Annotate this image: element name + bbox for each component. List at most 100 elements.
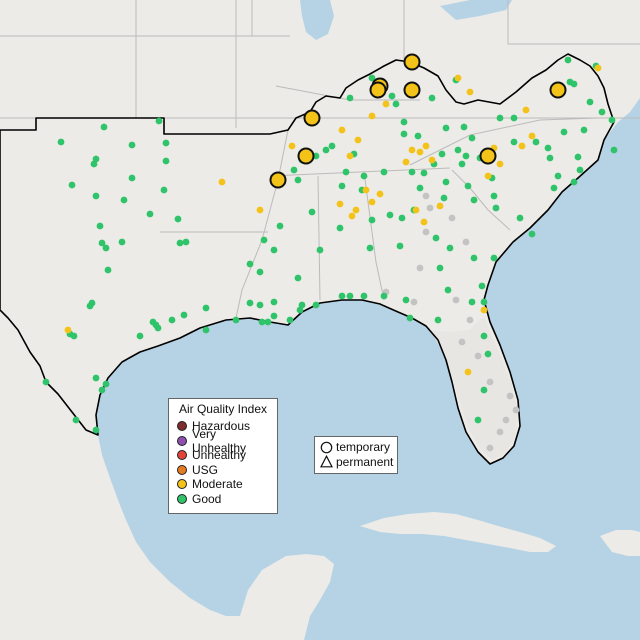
monitor-moderate[interactable] (338, 126, 346, 134)
monitor-good[interactable] (368, 74, 376, 82)
monitor-good[interactable] (468, 134, 476, 142)
temporary-monitor-moderate[interactable] (369, 81, 387, 99)
monitor-moderate[interactable] (376, 190, 384, 198)
monitor-good[interactable] (92, 426, 100, 434)
monitor-no-data[interactable] (452, 296, 460, 304)
monitor-good[interactable] (312, 301, 320, 309)
monitor-good[interactable] (468, 298, 476, 306)
monitor-moderate[interactable] (362, 186, 370, 194)
monitor-good[interactable] (104, 266, 112, 274)
temporary-monitor-moderate[interactable] (297, 147, 315, 165)
monitor-good[interactable] (490, 254, 498, 262)
monitor-good[interactable] (608, 116, 616, 124)
temporary-monitor-moderate[interactable] (269, 171, 287, 189)
monitor-good[interactable] (380, 168, 388, 176)
monitor-no-data[interactable] (474, 352, 482, 360)
monitor-good[interactable] (388, 92, 396, 100)
monitor-good[interactable] (458, 160, 466, 168)
monitor-good[interactable] (442, 124, 450, 132)
monitor-no-data[interactable] (506, 392, 514, 400)
monitor-no-data[interactable] (458, 338, 466, 346)
monitor-good[interactable] (232, 316, 240, 324)
monitor-good[interactable] (492, 204, 500, 212)
monitor-good[interactable] (460, 123, 468, 131)
monitor-good[interactable] (322, 146, 330, 154)
monitor-no-data[interactable] (486, 444, 494, 452)
monitor-no-data[interactable] (422, 192, 430, 200)
monitor-good[interactable] (554, 172, 562, 180)
monitor-good[interactable] (360, 172, 368, 180)
monitor-good[interactable] (260, 236, 268, 244)
monitor-moderate[interactable] (368, 198, 376, 206)
monitor-good[interactable] (338, 182, 346, 190)
monitor-no-data[interactable] (416, 264, 424, 272)
monitor-good[interactable] (258, 318, 266, 326)
monitor-moderate[interactable] (594, 64, 602, 72)
monitor-good[interactable] (128, 141, 136, 149)
monitor-good[interactable] (406, 314, 414, 322)
monitor-good[interactable] (176, 239, 184, 247)
monitor-good[interactable] (574, 153, 582, 161)
monitor-good[interactable] (464, 182, 472, 190)
monitor-no-data[interactable] (448, 214, 456, 222)
monitor-good[interactable] (328, 142, 336, 150)
monitor-good[interactable] (246, 260, 254, 268)
monitor-good[interactable] (432, 234, 440, 242)
monitor-moderate[interactable] (420, 218, 428, 226)
monitor-moderate[interactable] (480, 306, 488, 314)
monitor-good[interactable] (136, 332, 144, 340)
monitor-good[interactable] (400, 118, 408, 126)
monitor-good[interactable] (586, 98, 594, 106)
monitor-good[interactable] (564, 56, 572, 64)
monitor-good[interactable] (180, 311, 188, 319)
monitor-moderate[interactable] (454, 74, 462, 82)
monitor-no-data[interactable] (462, 238, 470, 246)
monitor-no-data[interactable] (422, 228, 430, 236)
monitor-good[interactable] (294, 274, 302, 282)
monitor-good[interactable] (92, 374, 100, 382)
monitor-good[interactable] (100, 123, 108, 131)
monitor-good[interactable] (270, 246, 278, 254)
monitor-good[interactable] (98, 239, 106, 247)
monitor-good[interactable] (72, 416, 80, 424)
monitor-good[interactable] (480, 332, 488, 340)
temporary-monitor-moderate[interactable] (403, 81, 421, 99)
monitor-good[interactable] (346, 292, 354, 300)
monitor-good[interactable] (550, 184, 558, 192)
monitor-good[interactable] (308, 208, 316, 216)
monitor-good[interactable] (546, 154, 554, 162)
monitor-good[interactable] (510, 114, 518, 122)
monitor-moderate[interactable] (466, 88, 474, 96)
monitor-good[interactable] (294, 176, 302, 184)
monitor-good[interactable] (168, 316, 176, 324)
monitor-no-data[interactable] (512, 406, 520, 414)
monitor-good[interactable] (474, 416, 482, 424)
monitor-good[interactable] (470, 196, 478, 204)
monitor-moderate[interactable] (348, 212, 356, 220)
monitor-good[interactable] (414, 132, 422, 140)
monitor-moderate[interactable] (522, 106, 530, 114)
monitor-good[interactable] (202, 304, 210, 312)
monitor-good[interactable] (246, 299, 254, 307)
monitor-moderate[interactable] (408, 146, 416, 154)
monitor-good[interactable] (182, 238, 190, 246)
monitor-good[interactable] (286, 316, 294, 324)
monitor-no-data[interactable] (466, 316, 474, 324)
monitor-moderate[interactable] (402, 158, 410, 166)
monitor-good[interactable] (440, 194, 448, 202)
monitor-good[interactable] (462, 152, 470, 160)
monitor-good[interactable] (386, 211, 394, 219)
monitor-good[interactable] (346, 94, 354, 102)
monitor-moderate[interactable] (352, 206, 360, 214)
monitor-good[interactable] (202, 326, 210, 334)
monitor-good[interactable] (296, 306, 304, 314)
monitor-good[interactable] (102, 380, 110, 388)
monitor-good[interactable] (490, 192, 498, 200)
monitor-good[interactable] (342, 168, 350, 176)
monitor-moderate[interactable] (382, 100, 390, 108)
monitor-good[interactable] (68, 181, 76, 189)
monitor-good[interactable] (398, 214, 406, 222)
monitor-no-data[interactable] (426, 204, 434, 212)
monitor-good[interactable] (400, 130, 408, 138)
